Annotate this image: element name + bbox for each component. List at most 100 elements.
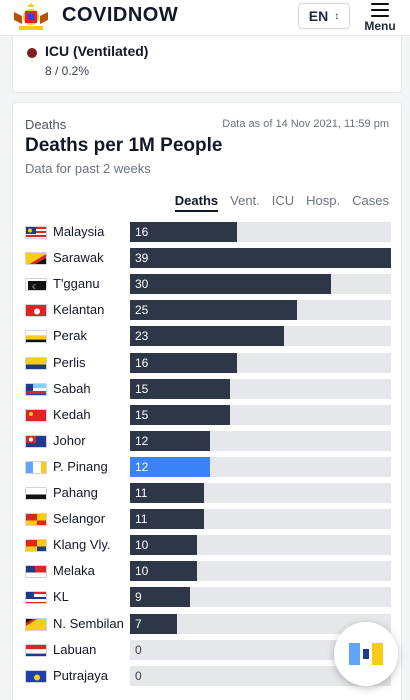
state-flag-icon [25,487,47,500]
coat-of-arms-logo[interactable] [10,2,52,32]
state-selector-button[interactable] [334,622,398,686]
bar-track [130,248,391,269]
bar-value-label: 7 [135,616,142,631]
bar-value-label: 16 [135,355,149,370]
state-row[interactable]: Putrajaya 0 [25,665,391,686]
tab-deaths[interactable]: Deaths [174,193,219,212]
bar-value-label: 0 [135,642,142,657]
data-timestamp: Data as of 14 Nov 2021, 11:59 pm [222,118,389,130]
state-row[interactable]: KL 9 [25,587,391,608]
bar-value-label: 0 [135,668,142,683]
state-row[interactable]: ☾ T'gganu 30 [25,274,391,295]
state-label: Malaysia [53,224,105,239]
state-row[interactable]: Melaka 10 [25,561,391,582]
bar-fill [130,300,298,321]
icu-legend-dot [27,48,37,58]
state-row[interactable]: Johor 12 [25,430,391,451]
state-row[interactable]: N. Sembilan 7 [25,613,391,634]
state-label: Kedah [53,406,91,422]
state-flag-icon [25,356,47,370]
state-row[interactable]: Selangor 11 [25,509,391,530]
bar-fill [130,274,331,295]
state-flag-icon [25,669,47,683]
state-flag-icon [25,434,47,448]
bar-value-label: 12 [135,459,149,474]
bar-value-label: 39 [135,251,149,266]
icu-card: ICU (Ventilated) 8 / 0.2% [12,36,402,93]
app-title[interactable]: COVIDNOW [62,4,179,26]
bar-fill [130,352,238,373]
bar-track [130,665,391,686]
state-label: Kelantan [53,302,105,318]
state-flag-icon [25,539,47,553]
bar-fill [130,483,204,503]
state-row[interactable]: Klang Vly. 10 [25,535,391,556]
bar-value-label: 25 [135,303,149,318]
state-label: Johor [53,432,86,448]
top-header: COVIDNOW EN ↕ Menu [0,0,410,36]
state-flag-icon [25,591,47,605]
menu-button[interactable]: Menu [360,0,400,34]
bar-fill [130,509,204,530]
state-label: Klang Vly. [53,537,111,553]
bar-fill [130,404,231,425]
state-flag-icon [25,330,47,344]
state-label: Sabah [53,380,91,396]
bar-fill [130,535,197,556]
bar-track [130,561,391,582]
state-row[interactable]: P. Pinang 12 [25,456,391,477]
state-row[interactable]: Malaysia 16 [25,222,391,242]
state-row[interactable]: Labuan 0 [25,639,391,660]
bar-value-label: 16 [135,225,149,239]
state-label: Labuan [53,641,97,657]
bar-track [130,352,391,373]
state-label: T'gganu [53,276,100,292]
state-flag-icon [25,408,47,422]
state-label: Perak [53,328,87,344]
bar-track [130,274,391,295]
bar-fill [130,326,284,347]
state-label: KL [53,589,69,605]
bar-value-label: 12 [135,433,149,448]
icu-title: ICU (Ventilated) [45,43,149,59]
tab-cases[interactable]: Cases [352,193,389,208]
tab-hosp[interactable]: Hosp. [306,193,341,208]
tab-vent[interactable]: Vent. [230,193,260,208]
bar-track [130,483,391,503]
state-flag-icon [25,513,47,527]
bar-value-label: 10 [135,538,149,553]
state-flag-icon [25,304,47,318]
state-row[interactable]: Kedah 15 [25,404,391,425]
language-select[interactable]: EN ↕ [298,3,350,29]
state-flag-icon [25,565,47,579]
bar-track [130,456,391,477]
state-label: Perlis [53,354,86,370]
bar-value-label: 30 [135,277,149,292]
bar-track [130,639,391,660]
bar-fill [130,222,238,242]
svg-text:☾: ☾ [32,284,38,291]
state-flag-icon [25,226,47,239]
state-flag-icon [25,382,47,396]
bar-value-label: 15 [135,407,149,422]
state-row[interactable]: Sabah 15 [25,378,391,399]
bar-track [130,326,391,347]
tab-icu[interactable]: ICU [271,193,295,208]
bar-track [130,587,391,608]
state-row[interactable]: Kelantan 25 [25,300,391,321]
bar-fill [130,378,231,399]
hamburger-icon [371,3,389,17]
bar-value-label: 11 [135,486,148,500]
state-row[interactable]: Perak 23 [25,326,391,347]
state-label: Melaka [53,563,95,579]
bar-track [130,535,391,556]
state-row[interactable]: Pahang 11 [25,483,391,503]
state-row[interactable]: Sarawak 39 [25,248,391,269]
icu-value: 8 / 0.2% [45,64,90,78]
bar-fill [130,561,197,582]
state-flag-icon [25,643,47,657]
menu-label: Menu [364,19,396,33]
state-row[interactable]: Perlis 16 [25,352,391,373]
state-label: Putrajaya [53,667,108,683]
state-label: P. Pinang [53,458,108,474]
